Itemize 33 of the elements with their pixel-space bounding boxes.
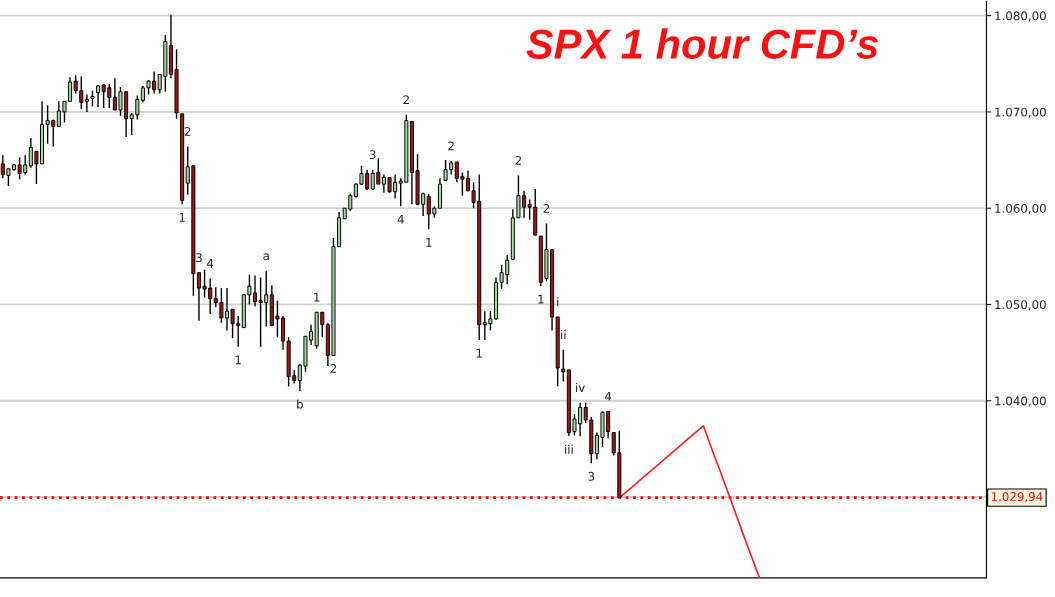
y-tick-label: 1.040,00	[995, 396, 1046, 407]
text: b	[297, 399, 303, 409]
text: a	[263, 253, 269, 261]
text: 2	[330, 364, 337, 373]
text: 4	[397, 214, 404, 224]
text: 2	[543, 204, 550, 213]
text: 1	[314, 292, 320, 302]
text: 1	[538, 294, 544, 304]
text: 4	[207, 259, 214, 268]
text: ii	[561, 329, 566, 339]
text: 2	[515, 155, 522, 165]
y-tick-label: 1.050,00	[995, 300, 1046, 311]
ref-line-label: 1.029,94	[991, 492, 1043, 503]
text: 1	[179, 213, 185, 222]
text: 4	[604, 391, 612, 401]
line-series	[618, 424, 761, 578]
y-tick-label: 1.070,00	[995, 107, 1046, 118]
text: iv	[576, 382, 585, 392]
y-tick-label: 1.080,00	[995, 11, 1046, 22]
candlestick	[84, 93, 89, 113]
text: SPX 1 hour CFD’s	[526, 28, 878, 59]
text: 2	[448, 141, 454, 151]
text: 2	[184, 127, 191, 136]
text: 1	[235, 355, 241, 365]
text: 1	[426, 238, 432, 247]
text: i	[557, 297, 559, 307]
text: 3	[196, 253, 202, 263]
text: 1	[476, 348, 482, 358]
text: 2	[403, 95, 409, 105]
text: iii	[565, 444, 573, 454]
text: 3	[369, 150, 376, 160]
text: 3	[588, 471, 595, 481]
y-tick-label: 1.060,00	[995, 203, 1046, 215]
